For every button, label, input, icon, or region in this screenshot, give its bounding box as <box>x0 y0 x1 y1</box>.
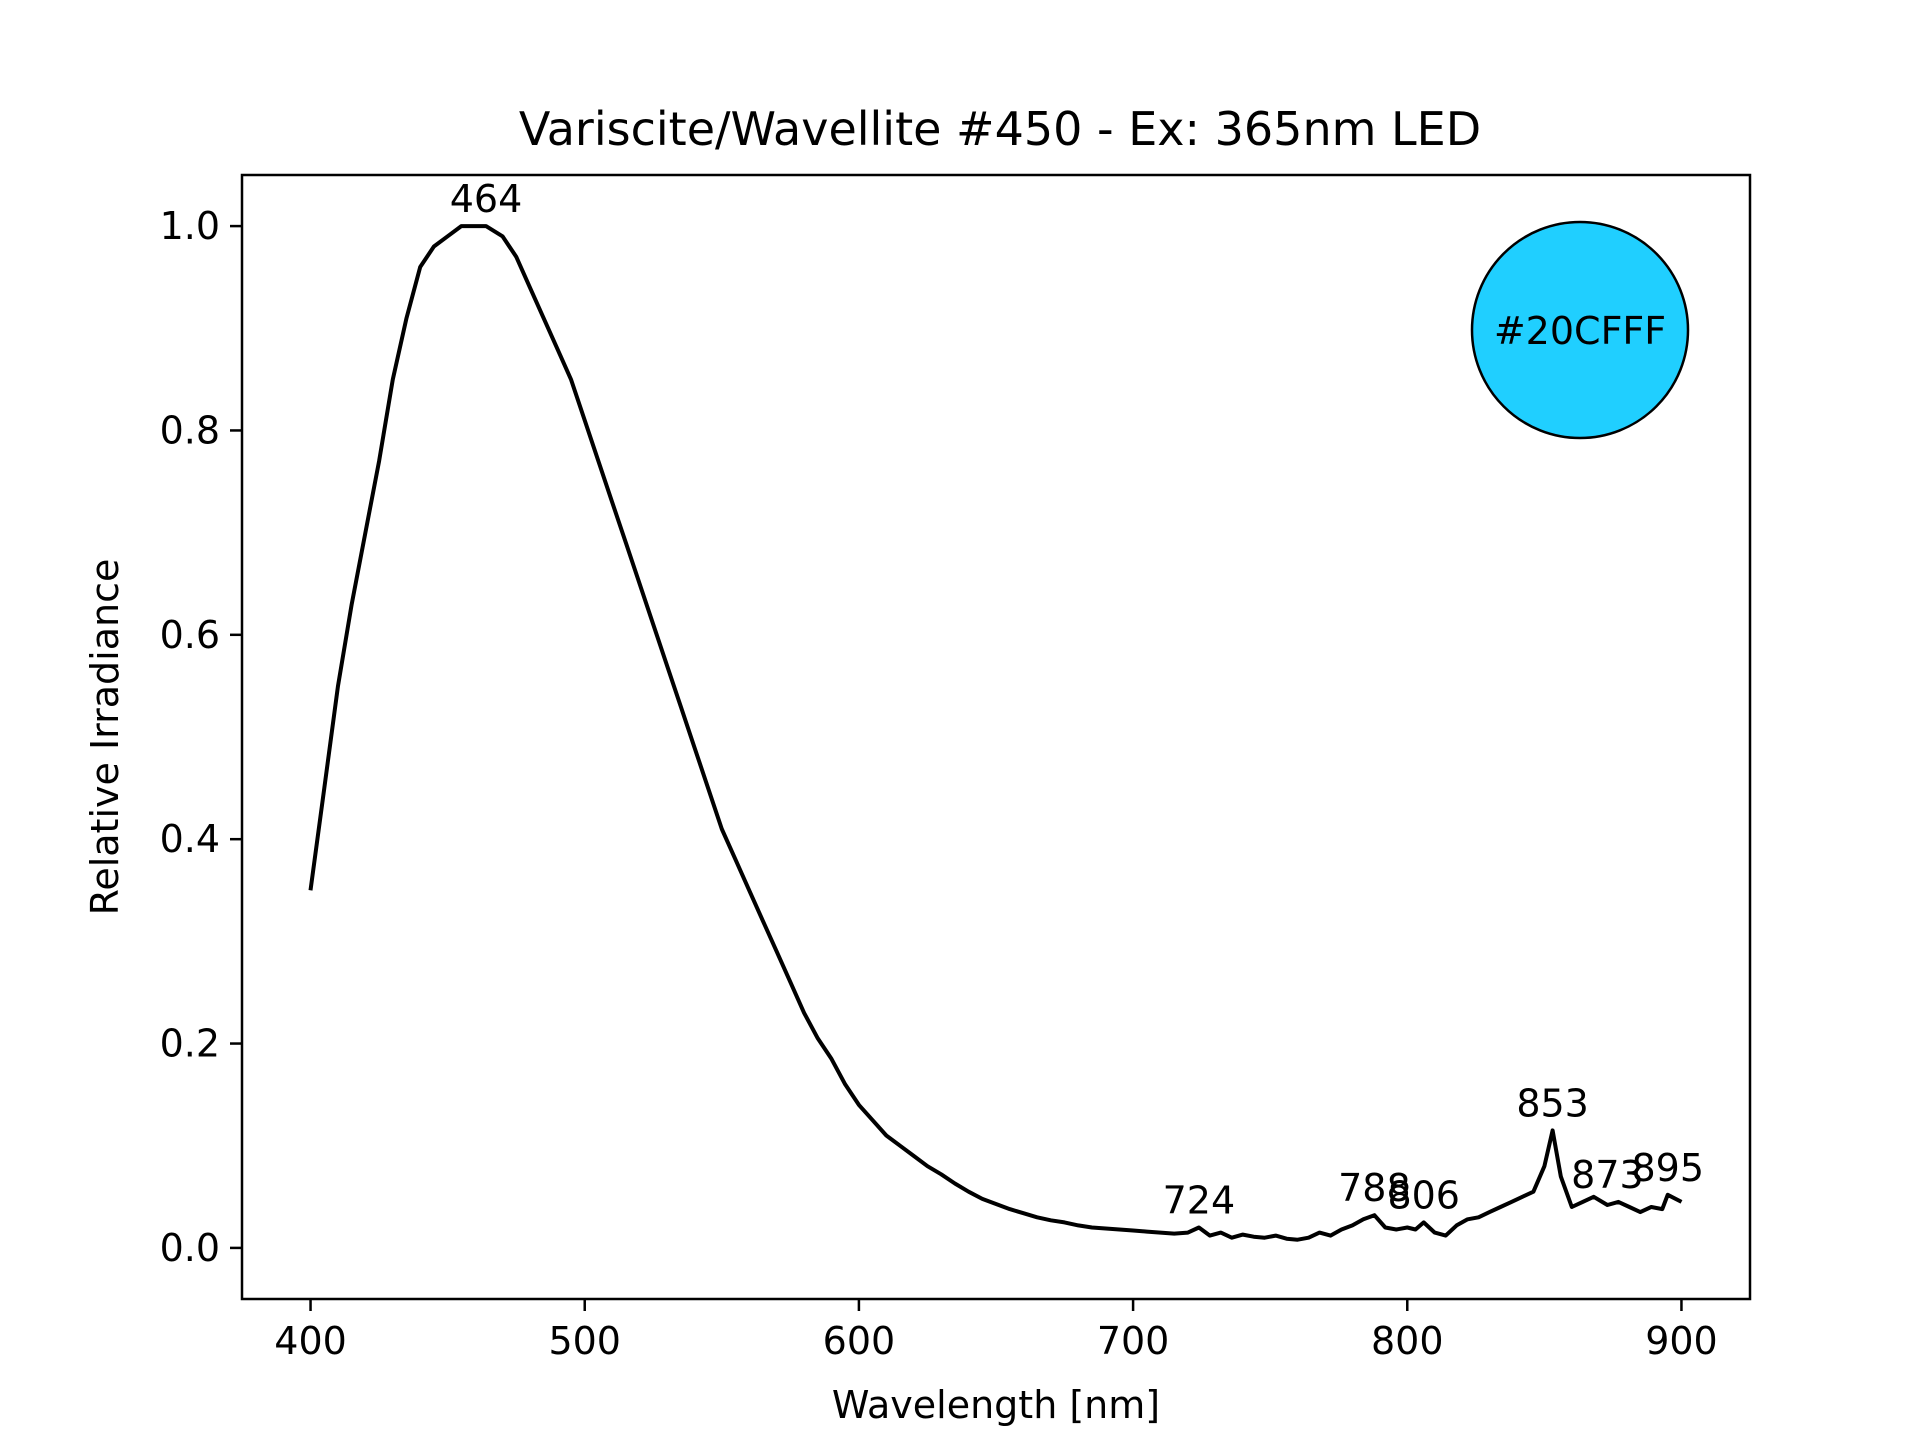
peak-label: 873 <box>1571 1153 1644 1197</box>
peak-label: 788 <box>1338 1166 1411 1210</box>
peak-label: 895 <box>1631 1146 1704 1190</box>
color-swatch: #20CFFF <box>1470 220 1690 440</box>
plot-area: 400 500 600 700 800 900 0.0 0.2 0.4 0.6 0.8 1.0 46… <box>160 173 1752 1363</box>
x-tick-label: 700 <box>1097 1319 1170 1363</box>
plot-frame <box>240 173 1752 1301</box>
y-axis-ticks: 0.0 0.2 0.4 0.6 0.8 1.0 <box>160 204 242 1270</box>
color-swatch-circle <box>1470 220 1690 440</box>
x-tick-label: 500 <box>548 1319 621 1363</box>
peak-label: 724 <box>1163 1178 1236 1222</box>
y-tick-label: 0.4 <box>160 817 220 861</box>
chart-title: Variscite/Wavellite #450 - Ex: 365nm LED <box>519 102 1481 156</box>
x-tick-label: 900 <box>1645 1319 1718 1363</box>
series-line <box>308 224 1683 1242</box>
peak-label: 464 <box>450 177 523 221</box>
y-tick-label: 0.0 <box>160 1226 220 1270</box>
color-swatch-label: #20CFFF <box>1494 309 1666 353</box>
x-tick-label: 400 <box>274 1319 347 1363</box>
x-axis-label: Wavelength [nm] <box>832 1383 1160 1427</box>
y-tick-label: 0.6 <box>160 613 220 657</box>
peak-label: 806 <box>1387 1173 1460 1217</box>
x-tick-label: 600 <box>823 1319 896 1363</box>
y-tick-label: 0.8 <box>160 408 220 452</box>
y-tick-label: 0.2 <box>160 1022 220 1066</box>
y-axis-label: Relative Irradiance <box>83 559 127 916</box>
y-tick-label: 1.0 <box>160 204 220 248</box>
peak-label: 853 <box>1516 1081 1589 1125</box>
x-tick-label: 800 <box>1371 1319 1444 1363</box>
x-axis-ticks: 400 500 600 700 800 900 <box>274 1299 1718 1363</box>
